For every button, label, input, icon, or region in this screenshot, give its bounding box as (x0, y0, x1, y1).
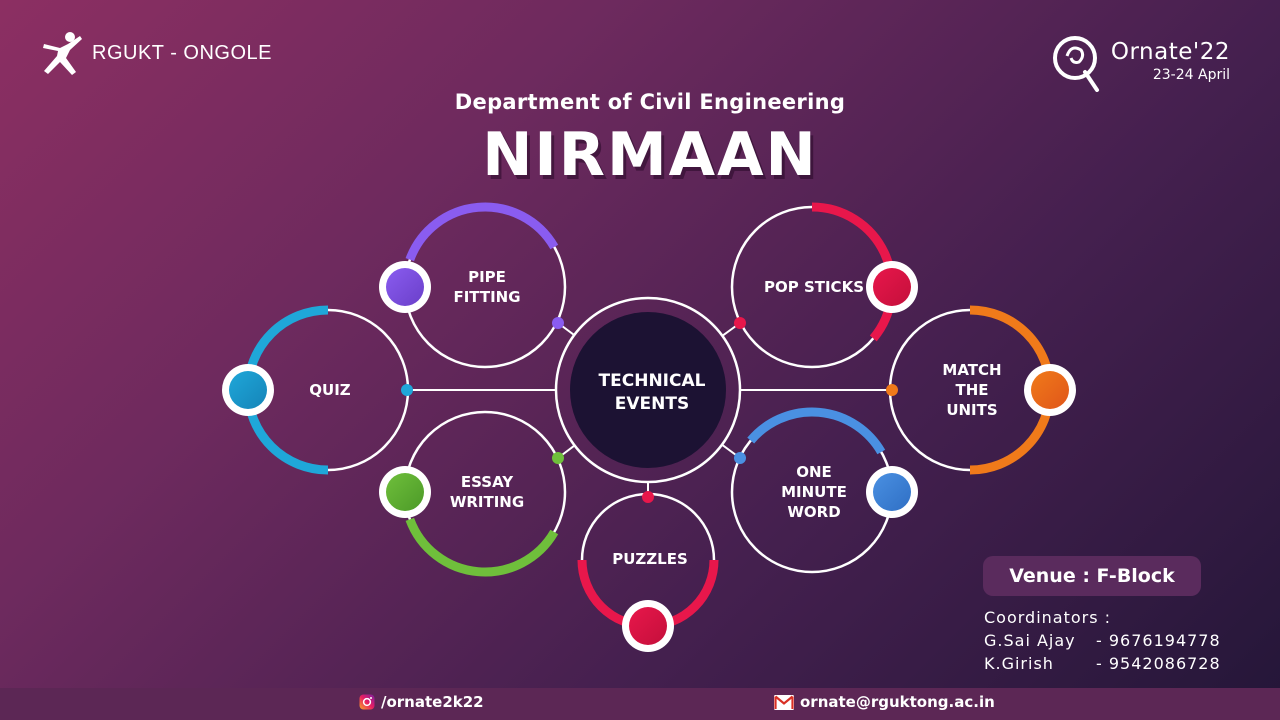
center-node: TECHNICAL EVENTS (554, 296, 742, 484)
event-label: MINUTE (781, 483, 847, 501)
center-disc (570, 312, 726, 468)
coordinator-phone: - 9676194778 (1096, 631, 1221, 650)
email-address: ornate@rguktong.ac.in (800, 693, 995, 711)
event-badge (386, 268, 424, 306)
center-label-line1: TECHNICAL (599, 371, 706, 391)
connector-dot (552, 452, 564, 464)
ornate-emblem-icon (1052, 36, 1099, 92)
coordinators-block: Coordinators : G.Sai Ajay - 9676194778 K… (984, 606, 1221, 675)
rgukt-logo: RGUKT - ONGOLE (40, 30, 272, 76)
event-badge (629, 607, 667, 645)
event-node-quiz: QUIZ (222, 305, 413, 475)
event-arc (405, 517, 559, 577)
event-badge (386, 473, 424, 511)
ornate-logo: Ornate'22 23-24 April (1051, 32, 1230, 92)
event-label: POP STICKS (764, 278, 864, 296)
event-label: WRITING (450, 493, 524, 511)
department-heading: Department of Civil Engineering (454, 90, 846, 114)
fest-name: Ornate'22 (1110, 39, 1230, 65)
event-node-pipe-fitting: PIPE FITTING (379, 202, 567, 369)
coordinator-phone: - 9542086728 (1096, 654, 1221, 673)
event-label: PIPE (468, 268, 506, 286)
coordinator-row: G.Sai Ajay - 9676194778 (984, 629, 1221, 652)
event-label: WORD (787, 503, 840, 521)
event-arc (747, 407, 886, 455)
event-label: PUZZLES (612, 550, 688, 568)
org-name: RGUKT - ONGOLE (92, 41, 272, 64)
instagram-link[interactable]: /ornate2k22 (359, 693, 484, 711)
event-node-puzzles: PUZZLES (577, 491, 719, 652)
event-node-match-the-units: MATCH THE UNITS (886, 305, 1076, 475)
mail-icon (774, 694, 794, 710)
coordinator-name: G.Sai Ajay (984, 631, 1076, 650)
center-label-line2: EVENTS (615, 394, 689, 414)
connector-dot (734, 452, 746, 464)
instagram-icon (359, 694, 375, 710)
fest-dates: 23-24 April (1152, 67, 1230, 83)
event-node-essay-writing: ESSAY WRITING (379, 410, 567, 577)
connector-dot (886, 384, 898, 396)
event-label: UNITS (946, 401, 997, 419)
connector-dot (552, 317, 564, 329)
footer-bar (0, 688, 1280, 720)
connector-dot (734, 317, 746, 329)
email-link[interactable]: ornate@rguktong.ac.in (774, 693, 995, 711)
instagram-handle: /ornate2k22 (381, 693, 484, 711)
event-badge (229, 371, 267, 409)
connector-dot (642, 491, 654, 503)
event-label: ESSAY (461, 473, 514, 491)
event-node-one-minute-word: ONE MINUTE WORD (730, 407, 918, 574)
venue-badge: Venue : F-Block (983, 556, 1201, 596)
coordinators-heading: Coordinators : (984, 608, 1112, 627)
event-node-pop-sticks: POP STICKS (730, 202, 918, 369)
event-label: QUIZ (309, 381, 351, 399)
event-title: NIRMAAN (482, 120, 818, 190)
connector-dot (401, 384, 413, 396)
event-label: MATCH (942, 361, 1001, 379)
event-badge (873, 268, 911, 306)
event-badge (1031, 371, 1069, 409)
event-label: THE (955, 381, 988, 399)
event-badge (873, 473, 911, 511)
person-logo-icon (43, 32, 82, 75)
event-arc (811, 202, 897, 342)
event-label: FITTING (453, 288, 520, 306)
event-label: ONE (796, 463, 832, 481)
event-arc (405, 202, 559, 262)
coordinator-row: K.Girish - 9542086728 (984, 652, 1221, 675)
coordinator-name: K.Girish (984, 654, 1054, 673)
